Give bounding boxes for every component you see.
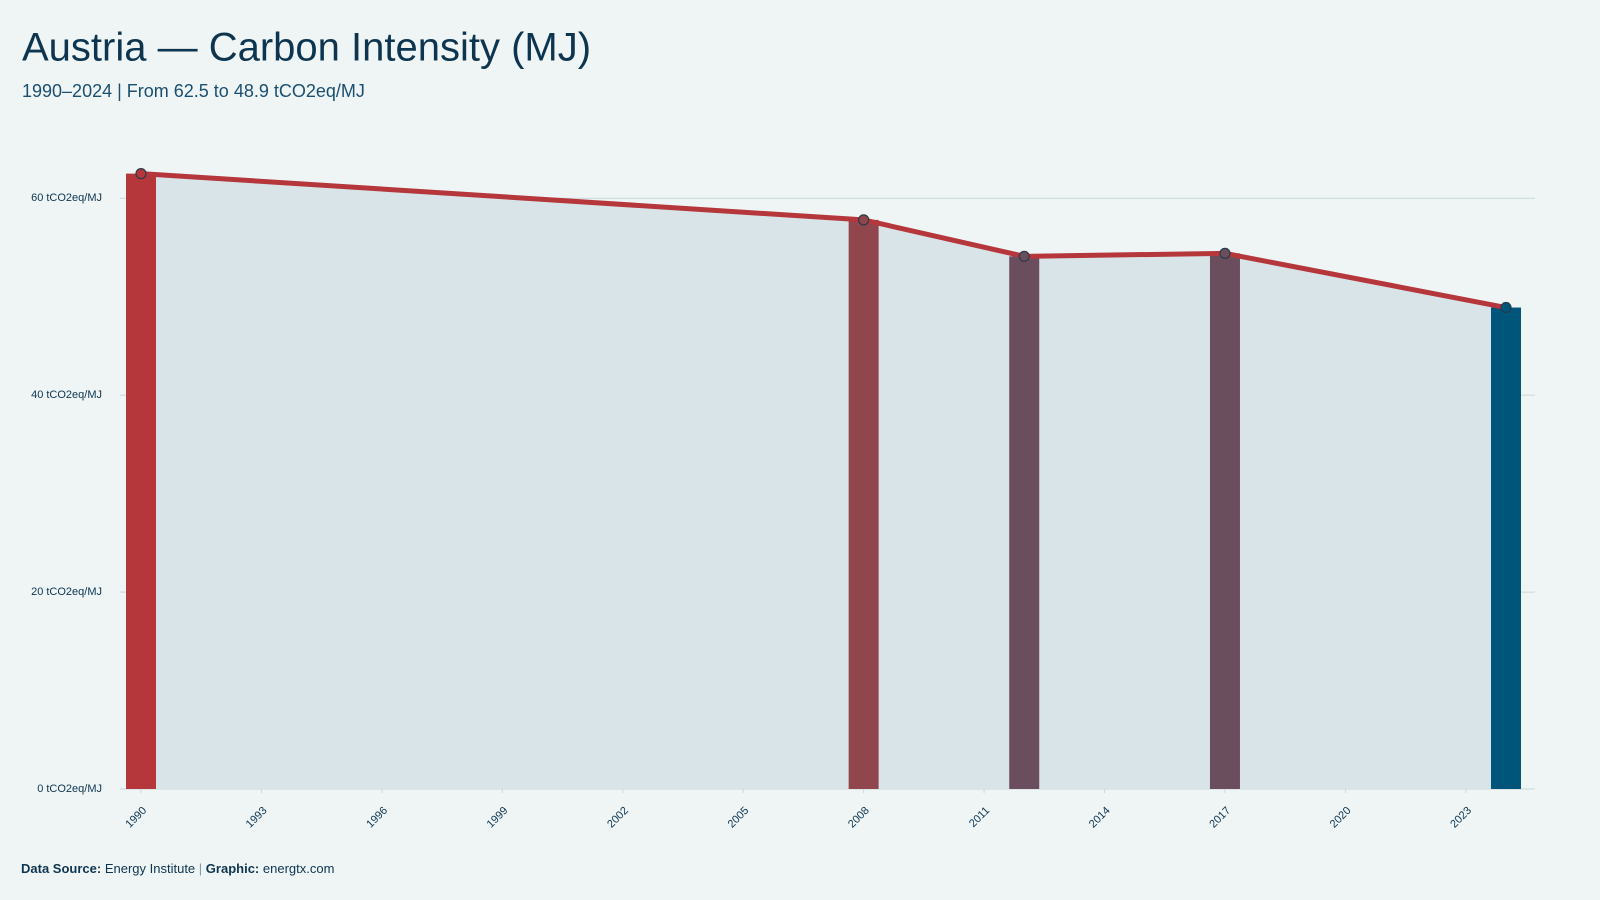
footer-source: Energy Institute [105, 861, 195, 876]
x-tick-label: 2005 [726, 805, 752, 831]
chart-subtitle: 1990–2024 | From 62.5 to 48.9 tCO2eq/MJ [22, 81, 365, 101]
point [1500, 301, 1512, 314]
x-tick-label: 2014 [1087, 805, 1113, 831]
bar [848, 219, 879, 789]
y-tick-label: 0 tCO2eq/MJ [37, 783, 102, 795]
x-tick-label: 1993 [244, 805, 270, 831]
x-tick-label: 2020 [1328, 805, 1354, 831]
footer-separator: | [199, 861, 202, 876]
x-tick-label: 2011 [967, 805, 992, 830]
bar [1209, 253, 1240, 789]
point [1219, 247, 1231, 259]
bar [1491, 307, 1521, 789]
point [135, 168, 147, 180]
footer-source-label: Data Source: [21, 861, 101, 876]
x-tick-label: 2008 [846, 805, 872, 831]
bar [126, 173, 156, 790]
y-tick-label: 40 tCO2eq/MJ [31, 389, 102, 401]
footer: Data Source: Energy Institute | Graphic:… [21, 861, 334, 876]
x-tick-label: 1996 [364, 805, 390, 831]
point [858, 214, 870, 226]
y-tick-label: 60 tCO2eq/MJ [31, 192, 102, 204]
x-tick-label: 1990 [123, 805, 149, 831]
x-tick-label: 2023 [1448, 805, 1474, 831]
x-tick-label: 1999 [485, 805, 511, 831]
y-tick-label: 20 tCO2eq/MJ [31, 586, 102, 598]
footer-graphic: energtx.com [263, 861, 335, 876]
chart-title: Austria — Carbon Intensity (MJ) [22, 26, 591, 70]
footer-graphic-label: Graphic: [206, 861, 259, 876]
x-tick-label: 2002 [605, 805, 631, 831]
bar [1009, 256, 1040, 789]
point [1018, 250, 1030, 262]
x-tick-label: 2017 [1207, 805, 1233, 831]
area [141, 173, 1506, 790]
